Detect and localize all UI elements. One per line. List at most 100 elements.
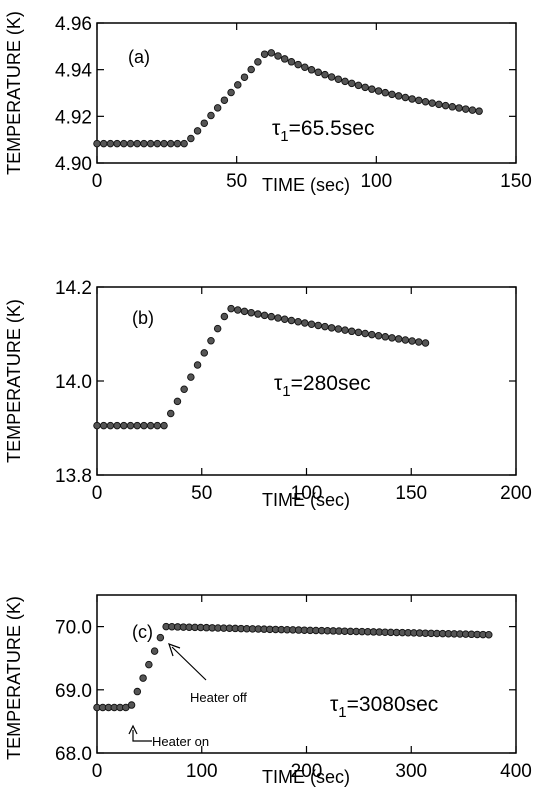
data-point [234,82,241,89]
data-point [134,422,141,429]
panel-c-x-axis-label: TIME (sec) [262,767,350,787]
data-point [268,313,275,320]
data-point [208,337,215,344]
data-point [409,338,416,345]
x-tick-label: 50 [191,483,212,504]
data-point [422,98,429,105]
x-tick-label: 200 [500,483,532,504]
x-tick-label: 0 [92,171,103,192]
data-point [151,648,158,655]
x-tick-label: 0 [92,483,103,504]
data-point [355,82,362,89]
panel-b: 0 50 100 150 200 13.814.014.2 (b) τ1=280sec … [4,278,532,510]
data-point [214,105,221,112]
data-point [114,422,121,429]
data-point [181,140,188,147]
data-point [382,89,389,96]
panel-c-tau-annotation: τ1=3080sec [330,693,438,721]
data-point [100,140,107,147]
data-point [389,91,396,98]
data-point [181,386,188,393]
y-tick-label: 14.0 [55,372,92,393]
data-point [288,317,295,324]
data-point [234,307,241,314]
y-tick-label: 4.96 [55,14,92,35]
data-point [114,140,121,147]
y-tick-label: 69.0 [55,681,92,702]
data-point [147,422,154,429]
data-point [328,325,335,332]
data-point [201,120,208,127]
data-point [335,326,342,333]
x-tick-label: 0 [92,761,103,782]
data-point [221,97,228,104]
panel-b-x-axis-label: TIME (sec) [262,490,350,510]
data-point [140,675,147,682]
data-point [228,305,235,312]
data-point [402,337,409,344]
data-point [174,140,181,147]
data-point [261,312,268,319]
data-point [241,74,248,81]
data-point [395,93,402,100]
data-point [375,332,382,339]
data-point [167,410,174,417]
data-point [348,328,355,335]
data-point [295,61,302,68]
data-point [134,688,141,695]
data-point [295,318,302,325]
data-point [342,78,349,85]
data-point [127,422,134,429]
data-point [221,313,228,320]
data-point [281,56,288,63]
data-point [201,350,208,357]
panel-c-label: (c) [132,622,153,642]
data-point [288,59,295,66]
panel-c-y-axis-label: TEMPERATURE (K) [4,596,24,760]
data-point [161,422,168,429]
data-point [369,331,376,338]
panel-a-y-tick-labels: 4.904.924.944.96 [55,14,92,175]
data-point [456,105,463,112]
x-tick-label: 50 [226,171,247,192]
x-tick-label: 100 [360,171,392,192]
data-point [154,422,161,429]
heater-off-label: Heater off [190,690,247,705]
x-tick-label: 400 [500,761,532,782]
x-tick-label: 100 [186,761,218,782]
panel-c-plot-frame [97,595,516,753]
data-point [328,74,335,81]
y-tick-label: 13.8 [55,466,92,487]
data-point [154,140,161,147]
panel-a-x-axis-label: TIME (sec) [262,175,350,195]
data-point [342,327,349,334]
data-point [121,422,128,429]
data-point [348,80,355,87]
data-point [255,311,262,318]
data-point [121,140,128,147]
y-tick-label: 14.2 [55,278,92,299]
panel-a-y-axis-label: TEMPERATURE (K) [4,11,24,175]
data-point [322,71,329,78]
data-point [94,422,101,429]
data-point [228,89,235,96]
heater-on-label: Heater on [152,734,209,749]
panel-b-tau-annotation: τ1=280sec [274,372,371,400]
panel-b-y-tick-labels: 13.8 14.0 14.2 [55,278,92,487]
data-point [255,59,262,66]
data-point [382,334,389,341]
data-point [141,422,148,429]
panel-a-tau-annotation: τ1=65.5sec [272,117,374,145]
data-point [302,64,309,71]
data-point [107,140,114,147]
data-point [94,140,101,147]
data-point [241,308,248,315]
data-point [248,66,255,73]
data-point [174,398,181,405]
data-point [308,321,315,328]
data-point [261,51,268,58]
data-point [322,323,329,330]
panel-a: 0 50 100 150 4.90 4.92 4.94 4.96 (a) τ1=65.5se… [4,11,532,195]
panel-c-ticks [97,595,516,753]
data-point [214,325,221,332]
